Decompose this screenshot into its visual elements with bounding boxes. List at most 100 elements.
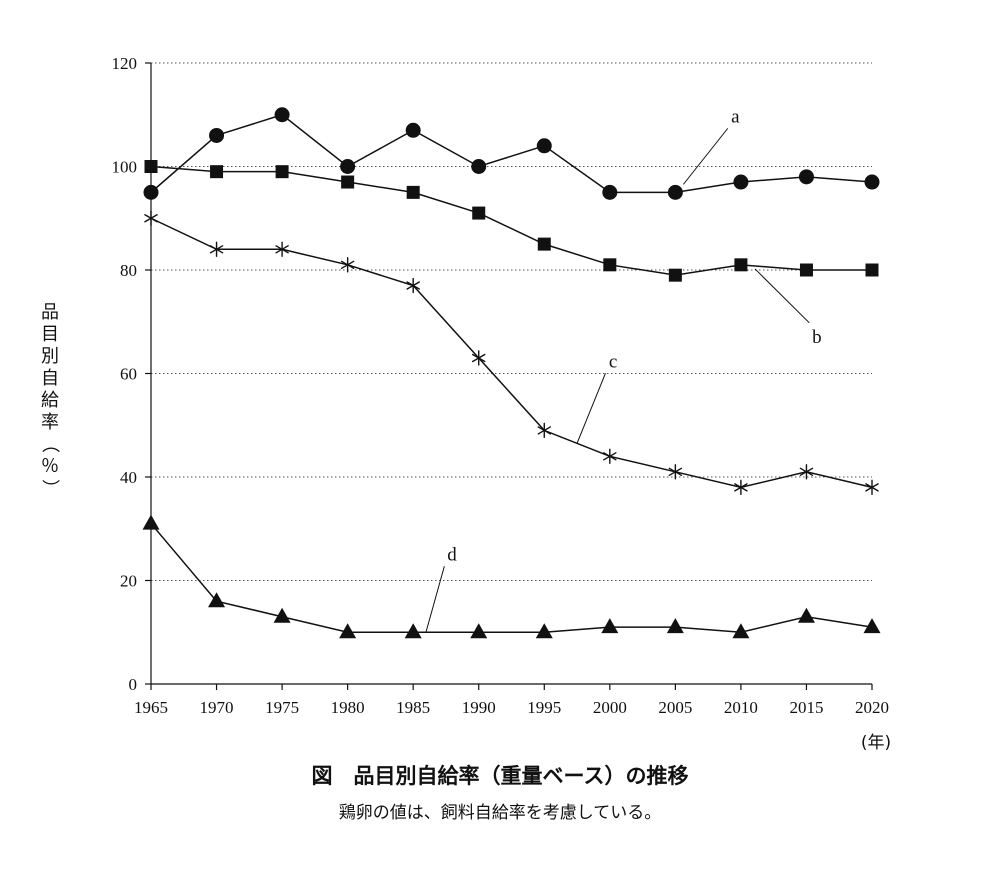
data-point <box>603 448 617 464</box>
gridlines <box>151 62 872 581</box>
data-point <box>208 592 226 608</box>
line-chart: 1965 1970 1975 1980 1985 1990 1995 2000 2005 2010… <box>39 54 891 750</box>
data-point <box>799 464 814 480</box>
y-axis-label-char: （ <box>39 435 60 453</box>
data-point <box>865 479 879 496</box>
x-tick-label: 2010 <box>724 698 758 717</box>
y-axis-label: 品目別自給率 （ ％ ） <box>39 302 60 497</box>
x-tick-label: 1985 <box>396 698 430 717</box>
y-tick-label: 100 <box>112 158 138 177</box>
data-point <box>404 623 422 639</box>
y-axis-label-char: 目 <box>41 324 59 345</box>
x-tick-label: 2020 <box>855 698 889 717</box>
data-point <box>601 618 619 634</box>
data-point <box>668 464 683 480</box>
x-tick-labels: 1965 1970 1975 1980 1985 1990 1995 2000 2005 2010… <box>134 698 889 717</box>
data-point <box>537 422 552 439</box>
data-point <box>341 175 355 189</box>
y-tick-label: 120 <box>112 54 138 73</box>
x-tick-label: 1990 <box>462 698 496 717</box>
y-tick-label: 0 <box>129 675 138 694</box>
data-point <box>143 184 159 200</box>
data-point <box>470 623 488 639</box>
x-tick-label: 1970 <box>200 698 234 717</box>
series-label-c: c <box>609 351 617 372</box>
data-point <box>209 127 225 143</box>
data-point <box>275 165 289 179</box>
data-point <box>864 174 880 190</box>
x-tick-label: 1980 <box>331 698 365 717</box>
data-point <box>340 159 356 174</box>
data-point <box>535 623 553 639</box>
series-a <box>143 107 880 200</box>
series-label-d: d <box>447 544 457 565</box>
series-line-b <box>150 165 872 276</box>
data-point <box>275 241 289 257</box>
x-tick-label: 2005 <box>658 698 692 717</box>
series-group <box>142 107 881 639</box>
data-point <box>798 169 814 185</box>
x-axis-unit: (年) <box>861 733 891 750</box>
series-line-a <box>150 113 873 194</box>
x-tick-label: 1995 <box>527 698 561 717</box>
leader-line-a <box>682 128 729 185</box>
series-b <box>144 160 879 282</box>
series-label-a: a <box>731 106 740 127</box>
data-point <box>142 514 160 530</box>
x-tick-label: 1965 <box>134 698 168 717</box>
y-tick-label: 40 <box>120 468 137 487</box>
y-axis-label-char: 給 <box>41 390 59 411</box>
data-point <box>537 237 551 251</box>
data-point <box>471 159 487 174</box>
data-point <box>734 258 748 272</box>
series-label-b: b <box>812 327 822 348</box>
y-axis-label-char: 自 <box>41 368 59 389</box>
series-line-c <box>150 217 873 489</box>
y-tick-label: 60 <box>120 365 137 384</box>
data-point <box>144 160 158 173</box>
data-point <box>732 623 750 639</box>
data-point <box>865 263 879 277</box>
y-axis-label-char: ％ <box>41 456 59 477</box>
x-tick-label: 2015 <box>789 698 823 717</box>
figure-note: 鶏卵の値は、飼料自給率を考慮している。 <box>338 803 662 823</box>
data-point <box>340 257 355 273</box>
data-point <box>603 258 617 272</box>
data-point <box>797 607 815 623</box>
data-point <box>863 618 881 634</box>
data-point <box>536 138 552 154</box>
y-axis-label-char: 率 <box>41 412 59 433</box>
series-labels: a b c d <box>425 106 822 633</box>
x-tick-label: 1975 <box>265 698 299 717</box>
y-axis-label-char: 別 <box>41 346 59 367</box>
y-tick-label: 20 <box>120 572 137 591</box>
leader-line-c <box>576 373 606 444</box>
data-point <box>274 107 290 123</box>
y-axis-label-char: 品 <box>41 302 59 323</box>
data-point <box>602 184 618 200</box>
data-point <box>667 184 683 200</box>
series-c <box>144 210 879 496</box>
data-point <box>405 122 421 138</box>
series-d <box>142 514 881 639</box>
data-point <box>406 185 420 199</box>
data-point <box>144 210 158 226</box>
x-tick-label: 2000 <box>593 698 627 717</box>
figure-title: 図 品目別自給率（重量ベース）の推移 <box>311 764 689 788</box>
data-point <box>210 165 224 179</box>
data-point <box>273 607 291 623</box>
data-point <box>471 350 486 366</box>
data-point <box>209 241 224 257</box>
leader-line-d <box>425 566 445 633</box>
leader-line-b <box>754 268 810 324</box>
data-point <box>799 263 813 277</box>
data-point <box>339 623 357 639</box>
data-point <box>666 618 684 634</box>
series-line-d <box>150 523 873 634</box>
data-point <box>733 174 749 190</box>
data-point <box>472 206 486 220</box>
data-point <box>406 277 420 294</box>
y-tick-labels: 0 20 40 60 80 100 120 <box>112 54 138 694</box>
data-point <box>734 479 748 496</box>
data-point <box>668 268 682 282</box>
